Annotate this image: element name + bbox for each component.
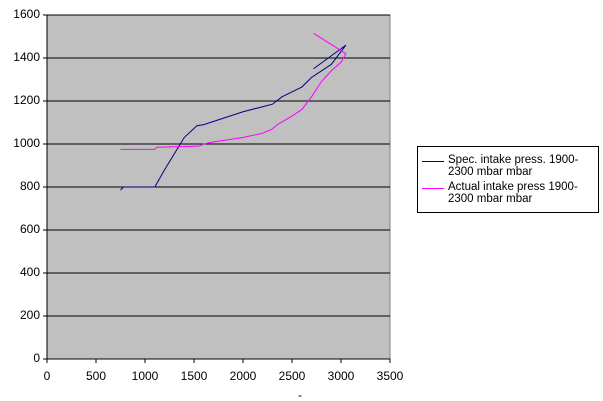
y-tick-label: 200 xyxy=(20,308,40,322)
x-tick-label: 2500 xyxy=(279,369,306,383)
y-tick-label: 0 xyxy=(33,351,40,365)
y-tick-label: 1600 xyxy=(13,7,40,21)
x-axis-label: - xyxy=(298,388,302,401)
y-tick-label: 1400 xyxy=(13,50,40,64)
legend: Spec. intake press. 1900-2300 mbar mbar A… xyxy=(417,146,599,213)
x-tick-label: 1500 xyxy=(181,369,208,383)
legend-item: Actual intake press 1900-2300 mbar mbar xyxy=(422,181,596,205)
legend-label: Actual intake press 1900-2300 mbar mbar xyxy=(448,181,578,205)
x-tick-label: 1000 xyxy=(132,369,159,383)
x-tick-label: 500 xyxy=(86,369,106,383)
legend-label: Spec. intake press. 1900-2300 mbar mbar xyxy=(448,154,579,178)
legend-swatch xyxy=(422,161,444,162)
series-line xyxy=(120,44,347,191)
x-tick-label: 3000 xyxy=(328,369,355,383)
y-tick-label: 1000 xyxy=(13,136,40,150)
y-tick-label: 600 xyxy=(20,222,40,236)
x-tick-label: 3500 xyxy=(377,369,404,383)
y-tick-label: 1200 xyxy=(13,93,40,107)
x-tick-label: 0 xyxy=(44,369,51,383)
y-tick-label: 800 xyxy=(20,179,40,193)
x-tick-label: 2000 xyxy=(230,369,257,383)
legend-swatch xyxy=(422,188,444,189)
series-line xyxy=(120,32,347,150)
legend-item: Spec. intake press. 1900-2300 mbar mbar xyxy=(422,154,596,178)
y-tick-label: 400 xyxy=(20,265,40,279)
